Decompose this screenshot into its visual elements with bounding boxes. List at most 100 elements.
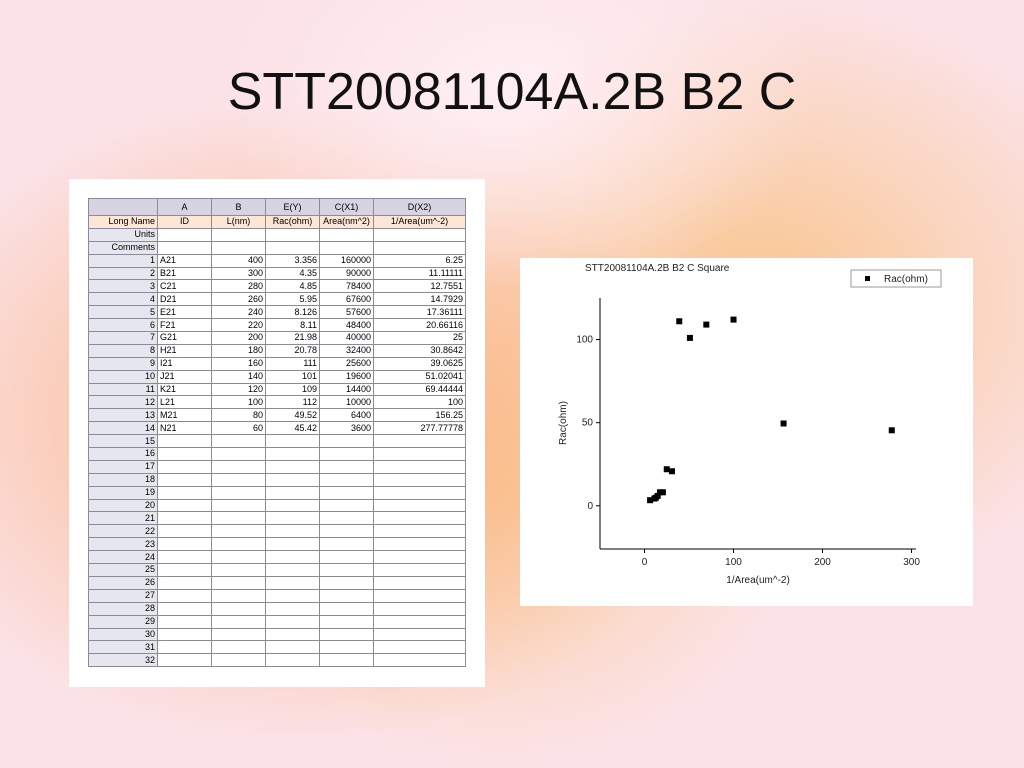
cell bbox=[319, 601, 374, 616]
cell: 6400 bbox=[319, 408, 374, 423]
cell: 8.126 bbox=[265, 305, 320, 320]
cell bbox=[319, 537, 374, 552]
cell bbox=[211, 511, 266, 526]
cell bbox=[319, 511, 374, 526]
cell: 220 bbox=[211, 318, 266, 333]
cell bbox=[373, 498, 466, 513]
cell bbox=[319, 653, 374, 668]
cell bbox=[319, 472, 374, 487]
worksheet: A B E(Y) C(X1) D(X2) Long Name ID L(nm) Rac(ohm)… bbox=[69, 179, 485, 687]
cell bbox=[211, 524, 266, 539]
table-row: 8 H21 180 20.78 32400 30.8642 bbox=[88, 343, 466, 358]
point bbox=[647, 497, 654, 504]
cell: 109 bbox=[265, 382, 320, 397]
row-header: 30 bbox=[88, 627, 158, 642]
cell bbox=[211, 227, 266, 242]
cell: B21 bbox=[157, 266, 212, 281]
cell bbox=[157, 240, 212, 255]
column-header: C(X1) bbox=[319, 198, 374, 216]
cell bbox=[157, 640, 212, 655]
cell bbox=[211, 459, 266, 474]
cell: 277.77778 bbox=[373, 421, 466, 436]
table-row: 15 bbox=[88, 434, 466, 449]
cell bbox=[373, 588, 466, 603]
cell: A21 bbox=[157, 253, 212, 268]
column-header: E(Y) bbox=[265, 198, 320, 216]
table-row: 4 D21 260 5.95 67600 14.7929 bbox=[88, 292, 466, 307]
cell bbox=[265, 627, 320, 642]
cell bbox=[211, 588, 266, 603]
cell: F21 bbox=[157, 318, 212, 333]
cell: 120 bbox=[211, 382, 266, 397]
y-tick-label: 100 bbox=[576, 335, 593, 346]
cell bbox=[319, 524, 374, 539]
cell bbox=[157, 588, 212, 603]
cell: J21 bbox=[157, 369, 212, 384]
cell bbox=[211, 498, 266, 513]
cell bbox=[157, 524, 212, 539]
row-header: 29 bbox=[88, 614, 158, 629]
table-row: 21 bbox=[88, 511, 466, 526]
cell: 5.95 bbox=[265, 292, 320, 307]
cell bbox=[319, 485, 374, 500]
cell bbox=[157, 498, 212, 513]
cell bbox=[373, 511, 466, 526]
cell bbox=[319, 227, 374, 242]
row-header: 13 bbox=[88, 408, 158, 423]
cell: 240 bbox=[211, 305, 266, 320]
cell bbox=[319, 459, 374, 474]
cell bbox=[319, 575, 374, 590]
row-header: 5 bbox=[88, 305, 158, 320]
cell bbox=[373, 434, 466, 449]
cell bbox=[319, 563, 374, 577]
cell bbox=[373, 640, 466, 655]
cell: 48400 bbox=[319, 318, 374, 333]
cell: D21 bbox=[157, 292, 212, 307]
cell: 32400 bbox=[319, 343, 374, 358]
x-tick-label: 100 bbox=[725, 557, 742, 568]
row-header: 7 bbox=[88, 331, 158, 345]
cell bbox=[319, 447, 374, 461]
table-row: 30 bbox=[88, 627, 466, 642]
cell: 260 bbox=[211, 292, 266, 307]
table-row: 23 bbox=[88, 537, 466, 552]
point bbox=[668, 468, 675, 475]
cell: 30.8642 bbox=[373, 343, 466, 358]
cell: 180 bbox=[211, 343, 266, 358]
cell bbox=[265, 511, 320, 526]
cell: 80 bbox=[211, 408, 266, 423]
cell bbox=[265, 240, 320, 255]
cell bbox=[373, 563, 466, 577]
table-row: 7 G21 200 21.98 40000 25 bbox=[88, 331, 466, 345]
cell: K21 bbox=[157, 382, 212, 397]
point bbox=[654, 492, 661, 499]
cell bbox=[157, 227, 212, 242]
cell bbox=[319, 498, 374, 513]
cell bbox=[373, 240, 466, 255]
cell bbox=[157, 627, 212, 642]
cell: 90000 bbox=[319, 266, 374, 281]
cell: ID bbox=[157, 215, 212, 229]
row-header: 4 bbox=[88, 292, 158, 307]
cell bbox=[157, 434, 212, 449]
legend-marker bbox=[865, 276, 870, 281]
row-header: Comments bbox=[88, 240, 158, 255]
cell bbox=[157, 485, 212, 500]
point bbox=[780, 420, 787, 427]
cell bbox=[265, 434, 320, 449]
chart: STT20081104A.2B B2 C Square 1/Area(um^-2… bbox=[558, 263, 942, 586]
cell: 4.85 bbox=[265, 279, 320, 294]
cell bbox=[265, 459, 320, 474]
point bbox=[730, 316, 737, 323]
header-row: A B E(Y) C(X1) D(X2) bbox=[88, 198, 466, 216]
row-header: Long Name bbox=[88, 215, 158, 229]
row-header: 22 bbox=[88, 524, 158, 539]
cell bbox=[157, 447, 212, 461]
cell bbox=[319, 627, 374, 642]
cell: 1/Area(um^-2) bbox=[373, 215, 466, 229]
table-row: Units bbox=[88, 227, 466, 242]
cell bbox=[157, 511, 212, 526]
cell bbox=[319, 640, 374, 655]
cell: 156.25 bbox=[373, 408, 466, 423]
cell: L21 bbox=[157, 395, 212, 410]
